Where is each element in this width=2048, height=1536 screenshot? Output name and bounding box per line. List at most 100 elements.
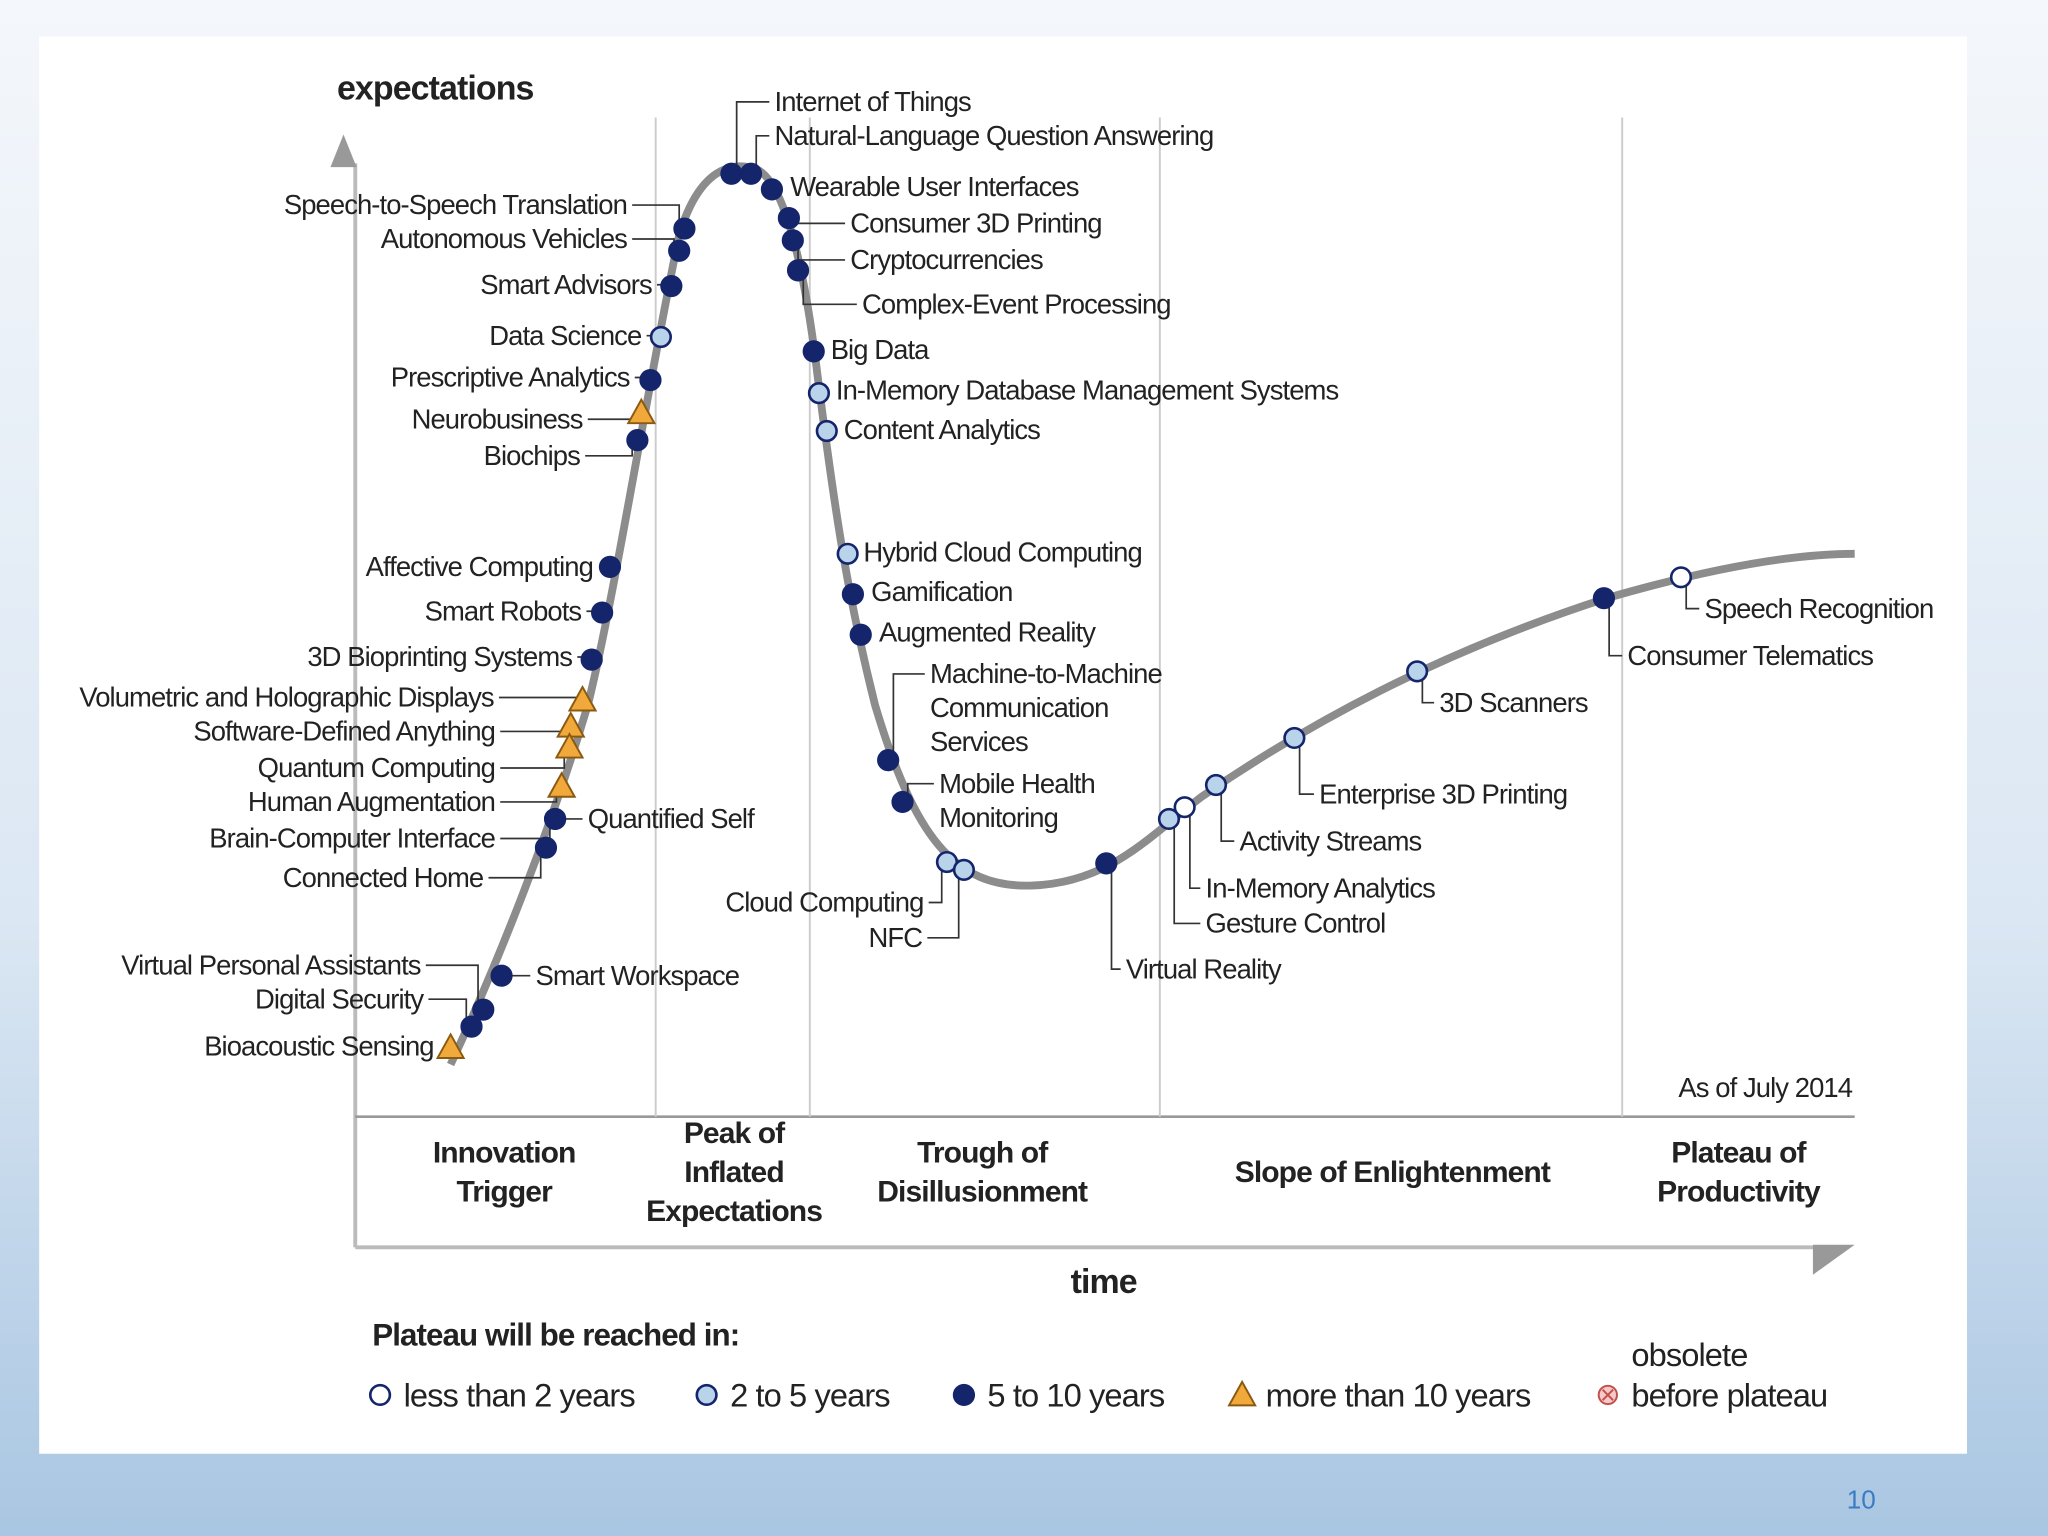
marker-circle — [626, 429, 649, 452]
marker-circle — [891, 790, 914, 814]
phase-label: Inflated — [684, 1156, 783, 1189]
marker-circle — [786, 259, 810, 282]
technology-label: 3D Bioprinting Systems — [307, 641, 572, 672]
marker-circle — [836, 542, 859, 565]
legend-label: 5 to 10 years — [987, 1377, 1164, 1414]
technology-label: Communication — [930, 692, 1109, 723]
phase-label: Slope of Enlightenment — [1235, 1156, 1551, 1189]
marker-circle — [815, 419, 838, 443]
technology-label: Autonomous Vehicles — [381, 223, 627, 254]
legend-item: more than 10 years — [1227, 1377, 1532, 1414]
technology-label: In-Memory Analytics — [1206, 872, 1436, 903]
technology: Gesture Control — [1157, 807, 1386, 939]
technology-label: Wearable User Interfaces — [790, 171, 1079, 202]
technology-label: Human Augmentation — [248, 786, 495, 817]
technology-label: Augmented Reality — [879, 616, 1096, 647]
marker-circle — [490, 964, 513, 987]
legend-label: obsolete — [1631, 1336, 1747, 1373]
technology-label: Monitoring — [939, 802, 1058, 833]
technology-label: Activity Streams — [1240, 825, 1422, 856]
phase-label: Trough of — [917, 1136, 1049, 1169]
phase-label: Disillusionment — [877, 1176, 1088, 1209]
legend-label: less than 2 years — [404, 1377, 636, 1414]
marker-triangle — [546, 771, 577, 798]
technology: Consumer 3D Printing — [777, 207, 1103, 238]
technology: Smart Robots — [425, 595, 614, 626]
technology-label: 3D Scanners — [1439, 687, 1588, 718]
marker-circle — [580, 648, 603, 671]
technology-label: Complex-Event Processing — [862, 288, 1171, 319]
technology: Cloud Computing — [725, 850, 959, 918]
technology-label: Prescriptive Analytics — [391, 362, 630, 393]
hype-cycle: expectations time As of July 2014 Platea… — [79, 69, 1934, 1414]
technology-label: Natural-Language Question Answering — [775, 120, 1214, 151]
marker-circle — [1095, 852, 1118, 875]
marker-circle — [673, 217, 696, 240]
marker-circle — [952, 858, 976, 881]
technology-label: Mobile Health — [939, 768, 1095, 799]
marker-circle — [1669, 566, 1693, 589]
technology-label: Biochips — [484, 440, 580, 471]
technology-label: NFC — [869, 922, 923, 953]
technology-label: Bioacoustic Sensing — [204, 1030, 433, 1061]
marker-circle — [598, 555, 622, 578]
technology-label: Connected Home — [283, 862, 484, 893]
technology-label: Software-Defined Anything — [193, 716, 495, 747]
phase-label: Plateau of — [1671, 1136, 1807, 1169]
marker-circle — [534, 836, 558, 859]
technology: Content Analytics — [815, 414, 1041, 445]
technology: 3D Bioprinting Systems — [307, 641, 603, 672]
technology-label: Cloud Computing — [725, 887, 923, 918]
phase-label: Productivity — [1657, 1176, 1821, 1209]
marker-circle — [660, 274, 683, 298]
marker-triangle — [554, 732, 585, 759]
technology: Neurobusiness — [412, 397, 657, 434]
legend-item: less than 2 years — [368, 1377, 636, 1414]
technology: Digital Security — [255, 983, 483, 1038]
marker-cross — [1601, 1389, 1614, 1401]
marker-circle — [591, 601, 614, 624]
marker-circle — [1283, 726, 1306, 750]
technology: Smart Workspace — [490, 960, 741, 991]
marker-circle — [544, 807, 567, 831]
x-axis-label: time — [1071, 1263, 1137, 1301]
marker-circle — [841, 583, 864, 606]
technology: Connected Home — [283, 836, 558, 893]
marker-circle — [877, 749, 900, 772]
marker-obsolete — [1597, 1384, 1618, 1406]
technology-label: In-Memory Database Management Systems — [836, 375, 1339, 406]
technology: Big Data — [802, 334, 931, 365]
figure-panel — [39, 36, 1968, 1454]
technology-label: Hybrid Cloud Computing — [863, 537, 1141, 568]
legend-label: more than 10 years — [1266, 1377, 1531, 1414]
technology: Wearable User Interfaces — [760, 171, 1080, 202]
technology: Prescriptive Analytics — [391, 362, 662, 393]
technology-label: Big Data — [831, 334, 930, 365]
technology-label: Virtual Personal Assistants — [121, 949, 420, 980]
marker-triangle — [1227, 1379, 1257, 1407]
legend-item: obsolete before plateau — [1597, 1336, 1828, 1414]
marker-circle — [781, 229, 804, 252]
technology-label: Gesture Control — [1206, 908, 1386, 939]
technology-label: Affective Computing — [366, 551, 593, 582]
date-note: As of July 2014 — [1678, 1072, 1852, 1103]
technology: Virtual Personal Assistants — [121, 949, 495, 1021]
marker-circle — [720, 162, 743, 185]
technology-label: Quantified Self — [588, 803, 755, 834]
technology-label: Gamification — [871, 576, 1012, 607]
technology-label: Brain-Computer Interface — [209, 823, 495, 854]
marker-circle — [952, 1383, 976, 1407]
marker-circle — [472, 998, 495, 1021]
technology-label: Smart Advisors — [480, 269, 652, 300]
technology: Gamification — [841, 576, 1013, 607]
technology: Data Science — [489, 320, 672, 351]
marker-triangle — [435, 1032, 466, 1059]
technology-label: Neurobusiness — [412, 403, 583, 434]
marker-circle — [695, 1383, 718, 1407]
technology: In-Memory Database Management Systems — [807, 375, 1339, 406]
marker-circle — [1204, 773, 1228, 797]
technology-label: Data Science — [489, 320, 642, 351]
technology: Complex-Event Processing — [786, 259, 1172, 319]
